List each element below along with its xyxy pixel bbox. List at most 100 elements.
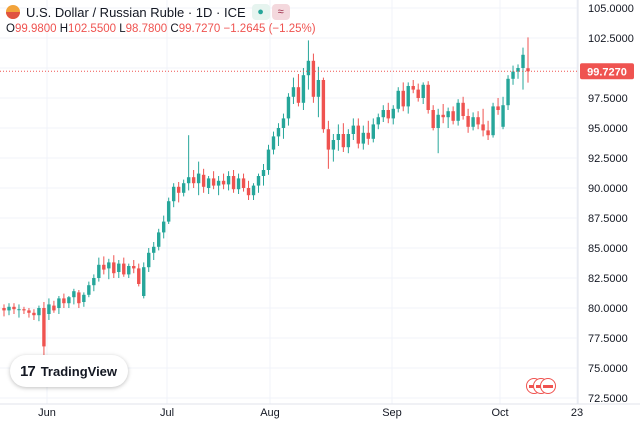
high-value: 102.5500 — [68, 23, 117, 35]
candle-body — [436, 114, 440, 128]
candle-body — [221, 180, 226, 185]
x-tick-label: Oct — [491, 407, 508, 419]
x-tick-label: Aug — [260, 407, 280, 419]
y-tick-label: 102.5000 — [588, 33, 634, 45]
candle-body — [157, 232, 161, 247]
candle-body — [161, 221, 166, 233]
last-price-tag: 99.7270 — [580, 63, 634, 80]
candle-body — [426, 84, 430, 110]
time-axis[interactable]: Jun Jul Aug Sep Oct 23 — [38, 407, 583, 419]
candle-body — [17, 309, 21, 311]
low-label: L — [119, 23, 126, 35]
candle-body — [336, 134, 341, 140]
open-label: O — [6, 23, 15, 35]
candle-body — [87, 285, 91, 295]
candle-body — [181, 183, 186, 193]
candle-body — [346, 134, 351, 148]
candle-body — [171, 186, 176, 202]
candle-body — [461, 102, 465, 116]
candle-body — [27, 310, 31, 313]
tradingview-logo[interactable]: 17 TradingView — [10, 355, 128, 387]
candle-body — [501, 105, 505, 127]
close-value: 99.7270 — [178, 23, 221, 35]
x-tick-label: 23 — [571, 407, 583, 419]
market-status-icon[interactable]: ● — [251, 4, 270, 20]
candle-body — [152, 246, 156, 253]
candle-body — [12, 306, 16, 310]
candle-body — [62, 298, 66, 304]
candle-body — [471, 117, 475, 127]
candle-body — [97, 264, 101, 278]
last-price-label: 99.7270 — [587, 66, 627, 78]
x-tick-label: Jul — [160, 407, 174, 419]
candle-body — [117, 263, 121, 272]
x-tick-label: Jun — [38, 407, 56, 419]
candle-body — [456, 102, 460, 121]
candle-body — [137, 268, 141, 284]
candle-body — [511, 71, 515, 79]
candle-body — [516, 68, 520, 72]
last-price-tag-bg — [580, 63, 634, 80]
y-tick-label: 92.5000 — [588, 153, 628, 165]
candle-body — [147, 252, 151, 268]
price-axis[interactable]: 105.0000102.5000100.000097.500095.000092… — [588, 3, 634, 405]
candle-body — [356, 125, 361, 144]
y-tick-label: 82.5000 — [588, 273, 628, 285]
us-flag-icon[interactable] — [540, 378, 556, 394]
open-value: 99.9800 — [14, 23, 57, 35]
y-tick-label: 72.5000 — [588, 393, 628, 405]
candle-body — [331, 140, 336, 150]
candle-body — [341, 134, 346, 148]
candle-body — [211, 178, 216, 186]
candle-body — [286, 96, 291, 119]
symbol-title[interactable]: U.S. Dollar / Russian Ruble · 1D · ICE — [26, 4, 246, 20]
candle-body — [441, 114, 445, 118]
candle-body — [281, 118, 286, 128]
candle-body — [37, 308, 41, 316]
candle-body — [142, 267, 146, 296]
candle-body — [231, 176, 236, 190]
candle-body — [451, 111, 455, 121]
candle-body — [251, 185, 256, 196]
candle-body — [102, 264, 106, 270]
candle-body — [57, 298, 61, 308]
y-tick-label: 85.0000 — [588, 243, 628, 255]
status-pills[interactable]: ● ≈ — [251, 4, 290, 20]
candle-body — [127, 266, 131, 275]
candle-body — [351, 125, 356, 134]
y-tick-label: 87.5000 — [588, 213, 628, 225]
candle-body — [7, 306, 11, 311]
candle-body — [82, 294, 86, 302]
chart-grid — [0, 0, 578, 404]
candle-body — [321, 80, 326, 130]
candle-body — [256, 176, 261, 186]
candle-body — [316, 80, 321, 97]
candle-body — [166, 201, 171, 222]
high-label: H — [59, 23, 69, 35]
candle-body — [246, 188, 251, 196]
candle-body — [371, 124, 375, 139]
candle-body — [481, 124, 485, 131]
candle-body — [52, 305, 56, 311]
candle-body — [521, 54, 525, 68]
candle-body — [122, 263, 126, 275]
ohlc-legend: O99.9800 H102.5500 L98.7800 C99.7270 −1.… — [6, 23, 316, 35]
candle-body — [526, 68, 530, 72]
candle-body — [22, 309, 26, 311]
y-tick-label: 75.0000 — [588, 363, 628, 375]
x-tick-label: Sep — [382, 407, 402, 419]
candle-body — [496, 106, 500, 110]
tradingview-wordmark: TradingView — [40, 363, 118, 379]
candle-body — [376, 117, 380, 125]
delayed-data-icon[interactable]: ≈ — [271, 4, 290, 20]
symbol-header[interactable]: U.S. Dollar / Russian Ruble · 1D · ICE ●… — [6, 4, 290, 20]
candle-body — [401, 90, 405, 107]
candle-body — [2, 308, 6, 311]
candle-body — [191, 177, 196, 184]
candle-body — [236, 178, 241, 190]
candle-body — [72, 291, 76, 298]
candle-body — [206, 178, 211, 188]
candle-body — [421, 84, 425, 98]
candle-body — [107, 262, 111, 269]
